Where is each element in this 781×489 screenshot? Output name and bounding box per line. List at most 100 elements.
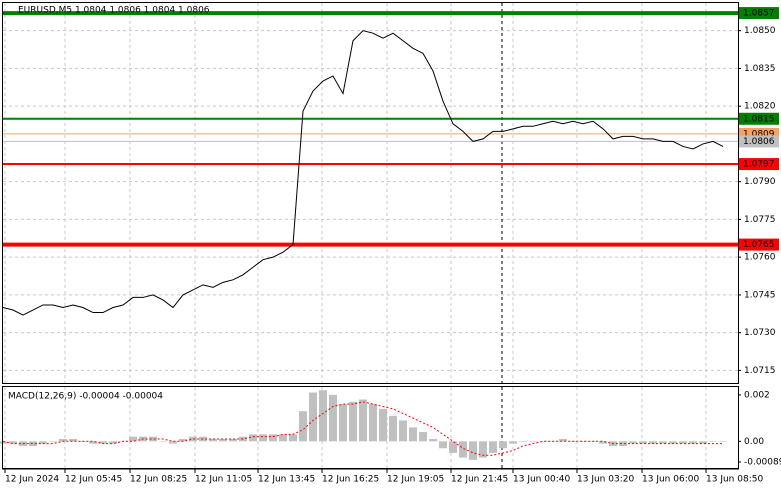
histogram-bar xyxy=(89,441,97,444)
histogram-bar xyxy=(219,438,227,442)
histogram-bar xyxy=(599,441,607,444)
histogram-bar xyxy=(339,404,347,442)
histogram-bar xyxy=(99,441,107,444)
y-tick-label: 1.0775 xyxy=(744,215,776,225)
x-tick-label: 13 Jun 03:20 xyxy=(577,475,634,485)
chart-title: EURUSD,M5 1.0804 1.0806 1.0804 1.0806 xyxy=(18,6,210,16)
y-tick-label: -0.00089 xyxy=(744,457,781,467)
level-label-box xyxy=(739,112,779,125)
histogram-bar xyxy=(209,438,217,442)
y-tick-label: 1.0745 xyxy=(744,290,776,300)
histogram-bar xyxy=(449,441,457,453)
histogram-bar xyxy=(469,441,477,460)
histogram-bar xyxy=(369,404,377,442)
y-tick-label: 1.0835 xyxy=(744,64,776,74)
level-label: 1.0797 xyxy=(743,160,775,170)
y-tick-label: 1.0760 xyxy=(744,253,776,263)
signal-line xyxy=(2,401,723,456)
histogram-bar xyxy=(719,441,727,442)
y-tick-label: 0.002 xyxy=(744,390,770,400)
histogram-bar xyxy=(149,436,157,442)
histogram-bar xyxy=(519,441,527,442)
x-tick-label: 12 Jun 05:45 xyxy=(65,475,122,485)
level-label: 1.0857 xyxy=(743,9,775,19)
histogram-bar xyxy=(709,441,717,442)
histogram-bar xyxy=(59,438,67,442)
x-tick-label: 12 Jun 21:45 xyxy=(451,475,508,485)
level-label: 1.0809 xyxy=(743,129,775,139)
histogram-bar xyxy=(259,434,267,442)
histogram-bar xyxy=(349,401,357,442)
level-label-box xyxy=(739,238,779,251)
histogram-bar xyxy=(529,441,537,442)
histogram-bar xyxy=(39,441,47,444)
level-label: 1.0815 xyxy=(743,114,775,124)
histogram-bar xyxy=(109,441,117,444)
histogram-bar xyxy=(679,441,687,444)
macd-title: MACD(12,26,9) -0.00004 -0.00004 xyxy=(8,392,163,402)
histogram-bar xyxy=(359,399,367,442)
histogram-bar xyxy=(0,441,7,444)
histogram-bar xyxy=(229,438,237,442)
histogram-bar xyxy=(399,420,407,442)
histogram-bar xyxy=(479,441,487,458)
y-tick-label: 1.0850 xyxy=(744,26,776,36)
histogram-bar xyxy=(289,434,297,442)
x-tick-label: 12 Jun 11:05 xyxy=(195,475,252,485)
x-tick-label: 13 Jun 00:40 xyxy=(513,475,570,485)
histogram-bar xyxy=(659,441,667,444)
histogram-bar xyxy=(379,408,387,442)
histogram-bar xyxy=(329,394,337,442)
histogram-bar xyxy=(389,415,397,442)
histogram-bar xyxy=(619,441,627,446)
y-tick-label: 1.0730 xyxy=(744,328,776,338)
x-tick-label: 12 Jun 08:25 xyxy=(130,475,187,485)
price-line xyxy=(2,30,724,316)
grid xyxy=(3,3,741,473)
histogram-bar xyxy=(319,390,327,442)
histogram-bar xyxy=(439,441,447,449)
x-tick-label: 12 Jun 16:25 xyxy=(322,475,379,485)
y-tick-label: 1.0790 xyxy=(744,177,776,187)
histogram-bar xyxy=(49,441,57,442)
y-tick-label: 0.00 xyxy=(744,437,764,447)
level-label-box xyxy=(739,135,779,148)
level-label: 1.0806 xyxy=(743,137,775,147)
histogram-bar xyxy=(159,441,167,442)
histogram-bar xyxy=(169,441,177,444)
histogram-bar xyxy=(269,434,277,442)
level-label-box xyxy=(739,7,779,20)
histogram-bar xyxy=(539,441,547,442)
y-tick-label: 1.0715 xyxy=(744,366,776,376)
histogram-bar xyxy=(299,411,307,442)
histogram-bar xyxy=(639,441,647,444)
labels: 12 Jun 2024 12 Jun 05:45 12 Jun 08:25 12 Ju… xyxy=(5,7,781,485)
histogram-bar xyxy=(419,432,427,442)
histogram-bar xyxy=(409,427,417,442)
histogram-bar xyxy=(699,441,707,444)
histogram-bar xyxy=(489,441,497,453)
histogram-bar xyxy=(69,438,77,442)
plot xyxy=(0,11,738,460)
histogram-bar xyxy=(559,438,567,442)
histogram-bar xyxy=(689,441,697,444)
histogram-bar xyxy=(279,434,287,442)
x-tick-label: 12 Jun 13:45 xyxy=(258,475,315,485)
level-label: 1.0765 xyxy=(743,240,775,250)
histogram-bar xyxy=(249,434,257,442)
histogram-bar xyxy=(629,441,637,444)
histogram-bar xyxy=(509,441,517,444)
histogram-bar xyxy=(29,441,37,446)
level-label-box xyxy=(739,158,779,171)
histogram-bar xyxy=(309,392,317,442)
histogram-bar xyxy=(499,441,507,449)
histogram-bar xyxy=(129,436,137,442)
x-tick-label: 12 Jun 2024 xyxy=(5,475,59,485)
histogram-bar xyxy=(579,441,587,442)
histogram-bar xyxy=(649,441,657,444)
main-frame xyxy=(2,2,739,384)
histogram-bar xyxy=(189,436,197,442)
histogram-bar xyxy=(9,441,17,444)
histogram-bar xyxy=(429,438,437,442)
